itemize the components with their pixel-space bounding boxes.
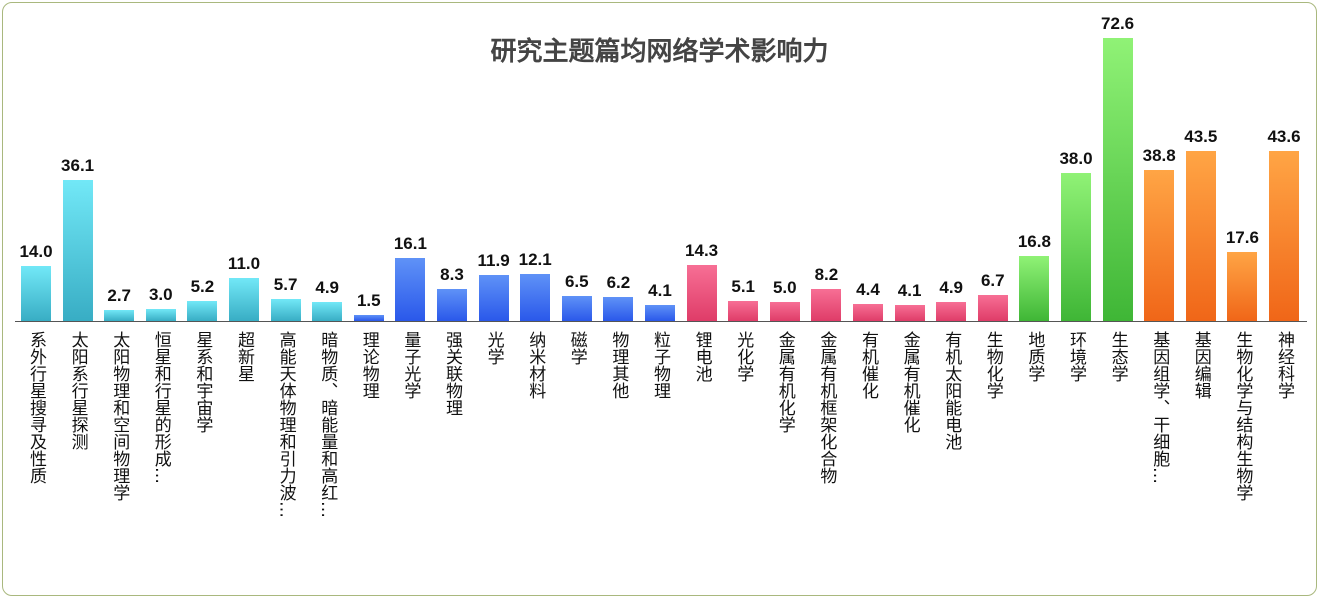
data-label: 16.1 [393, 234, 427, 254]
chart-title: 研究主题篇均网络学术影响力 [490, 37, 829, 67]
x-tick-label: 粒子物理 [650, 331, 670, 399]
bar [1061, 172, 1091, 321]
data-label: 72.6 [1101, 14, 1135, 33]
data-label: 6.5 [564, 271, 589, 291]
x-tick-label: 理论物理 [358, 331, 379, 399]
bar [936, 301, 967, 321]
x-tick-label: 超新星 [234, 331, 254, 382]
bar [395, 258, 426, 321]
x-tick-label: 星系和宇宙学 [192, 331, 213, 433]
x-tick-label: 量子光学 [400, 331, 421, 399]
bar [1227, 252, 1258, 321]
bar [187, 300, 218, 321]
bar [478, 274, 509, 321]
bar [645, 305, 675, 321]
data-label: 8.2 [814, 265, 839, 285]
bar [603, 296, 634, 321]
data-label: 43.6 [1267, 127, 1301, 147]
data-label: 5.2 [190, 276, 215, 296]
data-label: 16.8 [1017, 231, 1051, 251]
bar [229, 278, 259, 321]
bar [145, 309, 176, 321]
data-label: 14.0 [19, 242, 53, 262]
x-tick-label: 太阳物理和空间物理学 [109, 331, 130, 501]
data-label: 11.9 [477, 250, 510, 270]
x-tick-label: 金属有机催化 [899, 331, 920, 433]
bar [686, 265, 717, 321]
data-label: 17.6 [1225, 228, 1259, 248]
x-tick-label: 地质学 [1024, 331, 1045, 382]
data-label: 38.8 [1142, 145, 1176, 165]
x-tick-label: 恒星和行星的形成… [150, 331, 171, 484]
data-label: 8.3 [440, 264, 464, 284]
x-tick-label: 金属有机化学 [774, 331, 795, 433]
bar [353, 315, 384, 321]
x-tick-label: 磁学 [566, 331, 587, 365]
data-label: 12.1 [518, 249, 552, 269]
x-tick-label: 有机太阳能电池 [941, 331, 962, 450]
bar [21, 266, 51, 321]
data-label: 4.1 [897, 281, 922, 301]
x-tick-label: 系外行星搜寻及性质 [26, 331, 46, 484]
x-tick-label: 基因组学、干细胞… [1149, 331, 1170, 484]
data-label: 36.1 [61, 156, 95, 176]
data-label: 6.2 [606, 272, 631, 292]
bar [1102, 38, 1133, 321]
data-label: 14.3 [685, 241, 719, 261]
x-tick-label: 基因编辑 [1190, 331, 1211, 399]
bar [853, 303, 883, 321]
bar [1019, 255, 1050, 321]
x-tick-label: 有机催化 [858, 331, 878, 399]
data-label: 11.0 [227, 254, 261, 274]
data-label: 1.5 [356, 291, 381, 311]
x-tick-label: 纳米材料 [525, 331, 546, 399]
x-tick-label: 生态学 [1107, 331, 1128, 382]
bar [1185, 151, 1216, 321]
data-label: 6.7 [980, 270, 1005, 290]
bar [894, 305, 925, 321]
data-label: 5.7 [273, 274, 298, 294]
x-tick-label: 物理其他 [608, 331, 629, 399]
x-tick-label: 环境学 [1066, 331, 1086, 382]
bar [728, 301, 759, 321]
bar [270, 298, 301, 321]
data-label: 5.1 [731, 277, 755, 297]
x-tick-label: 太阳系行星探测 [67, 331, 88, 450]
bar [811, 289, 842, 321]
data-label: 43.5 [1184, 127, 1218, 147]
x-tick-label: 光学 [483, 331, 504, 365]
data-label: 4.1 [648, 281, 672, 301]
x-tick-label: 神经科学 [1274, 331, 1294, 399]
bar [520, 273, 551, 321]
bar [104, 310, 135, 321]
data-label: 3.0 [148, 285, 173, 305]
bar [1144, 169, 1175, 321]
x-tick-label: 生物化学与结构生物学 [1232, 331, 1253, 501]
x-tick-label: 光化学 [733, 331, 754, 382]
x-tick-label: 锂电池 [691, 331, 712, 382]
x-tick-label: 强关联物理 [442, 331, 462, 416]
bar [1269, 151, 1299, 321]
data-label: 38.0 [1059, 148, 1093, 168]
data-label: 2.7 [107, 286, 131, 306]
x-axis-line [15, 321, 1307, 322]
bar [62, 180, 93, 321]
data-label: 5.0 [772, 277, 797, 297]
x-tick-label: 生物化学 [982, 331, 1003, 399]
data-label: 4.9 [939, 277, 963, 297]
bar [977, 294, 1008, 321]
x-tick-label: 金属有机框架化合物 [816, 331, 837, 484]
bar [312, 301, 343, 321]
x-tick-label: 高能天体物理和引力波… [275, 331, 296, 518]
data-label: 4.4 [856, 279, 880, 299]
bar [561, 295, 592, 321]
bar [437, 288, 467, 321]
data-label: 4.9 [315, 277, 339, 297]
x-tick-label: 暗物质、暗能量和高红… [317, 331, 338, 518]
bar [769, 301, 800, 321]
